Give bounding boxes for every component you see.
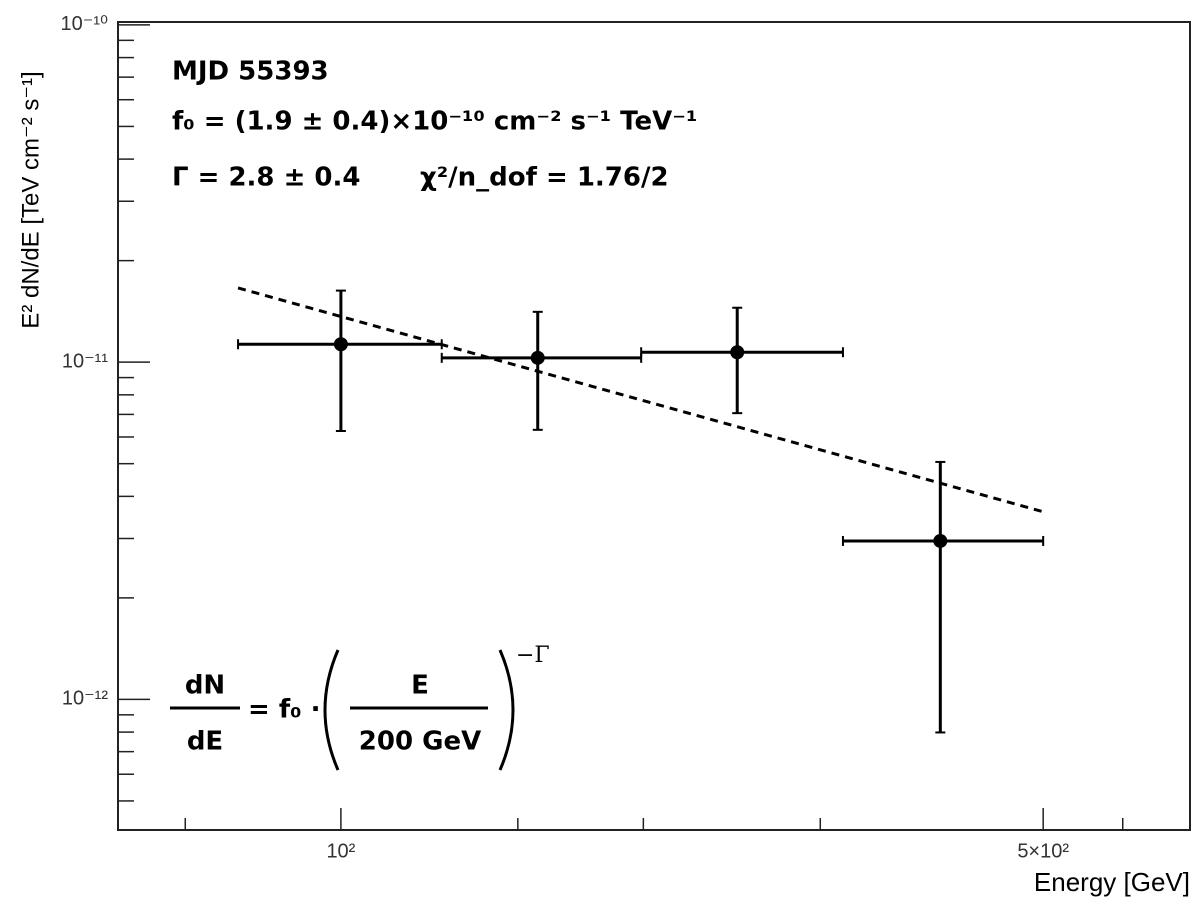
plot-frame [117, 21, 1191, 831]
x-tick-label: 5×10² [1017, 840, 1069, 862]
x-axis-label: Energy [GeV] [1034, 867, 1190, 897]
x-tick-label: 10² [326, 840, 355, 862]
data-point [333, 337, 348, 352]
data-point [530, 350, 545, 365]
y-tick-label: 10⁻¹¹ [62, 350, 108, 372]
formula: dN dE = f₀ · E 200 GeV −Γ [170, 643, 550, 771]
annotation: f₀ = (1.9 ± 0.4)×10⁻¹⁰ cm⁻² s⁻¹ TeV⁻¹ [172, 107, 697, 137]
y-axis-label: E² dN/dE [TeV cm⁻² s⁻¹] [17, 71, 44, 328]
formula-rhs: = f₀ · [248, 695, 320, 725]
y-tick-label: 10⁻¹² [62, 688, 108, 710]
data-point [933, 533, 948, 548]
paren-left [323, 649, 340, 771]
paren-right [498, 649, 515, 771]
formula-numerator: dN [185, 671, 225, 701]
annotation: χ²/n_dof = 1.76/2 [420, 163, 669, 193]
formula-inner-denominator: 200 GeV [359, 727, 481, 757]
annotation: MJD 55393 [172, 57, 329, 87]
annotation: Γ = 2.8 ± 0.4 [172, 163, 360, 193]
formula-exponent: −Γ [516, 643, 550, 668]
y-tick-label: 10⁻¹⁰ [61, 13, 108, 35]
fit-line [237, 286, 1044, 514]
formula-inner-numerator: E [411, 671, 429, 701]
data-point [730, 345, 745, 360]
formula-denominator: dE [187, 727, 223, 757]
